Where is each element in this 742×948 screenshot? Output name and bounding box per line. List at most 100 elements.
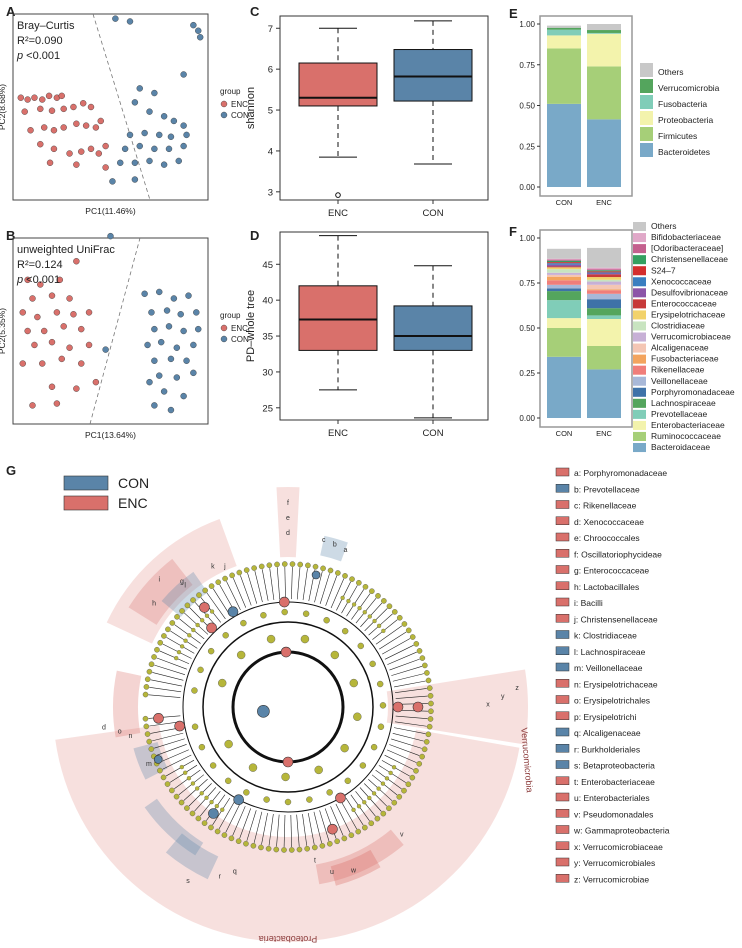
branch (393, 727, 426, 735)
node (349, 678, 358, 688)
leaf-node (160, 774, 167, 781)
key-label-q: q: Alcaligenaceae (574, 728, 641, 738)
enriched-node-enc (174, 720, 185, 732)
y-tick-label: 30 (262, 367, 273, 378)
legend-label: Lachnospiraceae (651, 398, 716, 408)
plot-frame (279, 231, 489, 421)
node (379, 702, 387, 709)
point-con (173, 374, 181, 381)
node (376, 680, 384, 688)
node (391, 765, 397, 770)
bar-segment-verrucomicrobia (547, 27, 581, 30)
key-swatch-m (555, 662, 570, 672)
point-enc (45, 92, 53, 100)
branch (335, 803, 351, 833)
node (371, 791, 377, 796)
branch (395, 688, 427, 694)
key-label-g: g: Enterococcaceae (574, 566, 649, 576)
point-con (141, 290, 148, 297)
leaf-node (396, 614, 403, 621)
legend-key (633, 443, 646, 453)
leaf-node (341, 835, 348, 842)
y-tick-label: 0.75 (519, 61, 535, 70)
bar-segment-fusobacteria (547, 29, 581, 36)
point-enc (102, 142, 109, 150)
point-enc (21, 108, 28, 115)
branch (239, 808, 251, 839)
legend-label: Alcaligenaceae (651, 343, 709, 353)
leaf-node (148, 746, 155, 752)
point-con (136, 142, 143, 150)
leaf-node (416, 760, 423, 767)
point-con (165, 145, 173, 153)
bar-segment-erysipelotrichaceae (547, 267, 581, 270)
bar-segment-enterobacteriaceae (547, 318, 581, 328)
node (341, 627, 349, 635)
branch (302, 813, 308, 846)
point-enc (92, 124, 100, 131)
key-swatch-q (555, 727, 570, 737)
legend-key (633, 222, 646, 232)
leaf-node (157, 767, 163, 774)
bar-segment-veillonellaceae (587, 293, 621, 300)
leaf-node (409, 774, 416, 781)
bar-segment-clostridiaceae (587, 279, 621, 282)
point-con (121, 145, 129, 153)
legend-label: Christensenellaceae (651, 254, 728, 264)
bar-segment-bacteroidetes (587, 119, 621, 187)
point-con (136, 85, 143, 92)
x-tick-label-enc: ENC (596, 198, 612, 207)
leaf-node (169, 787, 175, 794)
clade-letter-l: l (184, 582, 186, 589)
clade-letter-h: h (152, 600, 156, 607)
key-label-i: i: Bacilli (574, 598, 603, 608)
legend-key (633, 409, 646, 419)
legend-key (633, 343, 646, 353)
bar-segment-erysipelotrichaceae (587, 277, 621, 280)
branch (247, 572, 258, 604)
key-swatch-a (555, 467, 570, 477)
leaf-node (416, 648, 423, 654)
legend-label-con: CON (231, 111, 249, 120)
bar-segment-prevotellaceae (587, 315, 621, 319)
key-swatch-b (555, 484, 570, 493)
leaf-node (297, 561, 304, 568)
node (300, 634, 310, 644)
panel-f: 0.00 0.25 0.50 0.75 1.00 CON ENC OthersBifidoba… (519, 221, 735, 453)
outlier-point (335, 192, 341, 198)
branch (261, 812, 268, 845)
leaf-node (289, 561, 296, 567)
point-con (167, 406, 175, 414)
clade-highlight-i (106, 519, 237, 644)
leaf-node (396, 793, 403, 800)
branch (394, 721, 427, 727)
point-enc (50, 145, 58, 153)
bar-segment-ruminococcaceae (587, 346, 621, 370)
clade-label-verrucomicrobia: Verrucomicrobia (519, 727, 535, 793)
bar-segment-verrucomicrobiaceae (587, 281, 621, 285)
clade-highlight-r (165, 833, 219, 880)
point-con (156, 372, 163, 379)
leaf-node (334, 838, 340, 845)
node (367, 795, 372, 801)
leaf-node (380, 810, 387, 817)
point-enc (66, 344, 73, 351)
clade-letter-m: m (146, 761, 152, 768)
point-enc (19, 309, 26, 316)
leaf-node (319, 843, 326, 849)
enriched-node-con (153, 755, 163, 764)
leaf-node (228, 835, 235, 842)
leaf-node (409, 634, 416, 640)
bar-segment-firmicutes (547, 48, 581, 104)
leaf-node (362, 583, 369, 590)
point-con (170, 117, 178, 125)
node (381, 628, 386, 634)
leaf-node (423, 739, 430, 745)
legend-label: Proteobacteria (658, 115, 714, 125)
panel-g: CON ENC a: Porphyromonadaceae b: Prevotella… (55, 467, 670, 944)
node (236, 650, 246, 660)
point-con (180, 71, 187, 78)
leaf-node (426, 685, 433, 691)
bar-segment-lachnospiraceae (547, 291, 581, 301)
legend-key (640, 127, 653, 141)
